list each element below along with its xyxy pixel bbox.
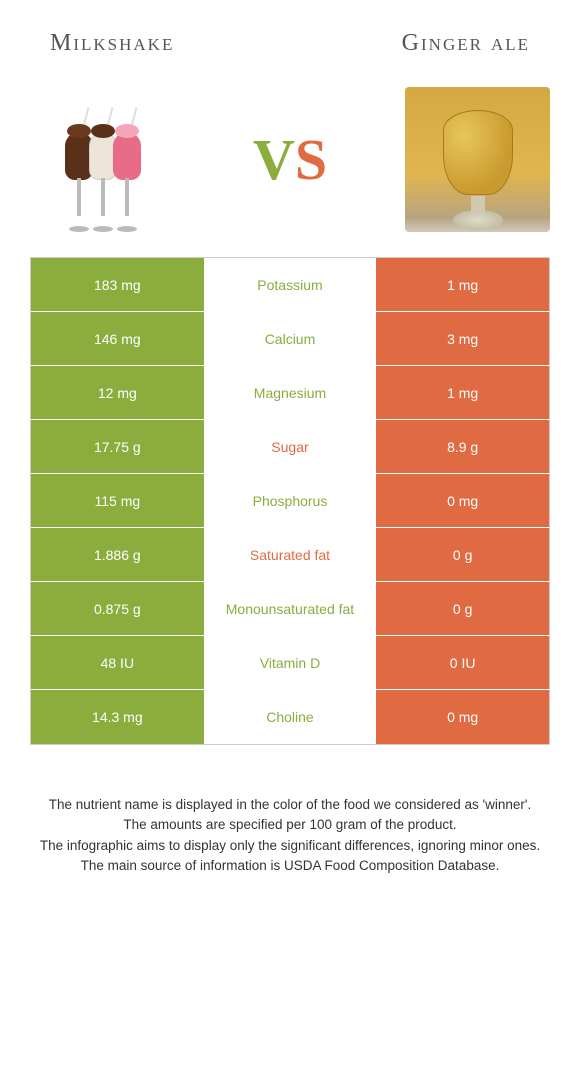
nutrient-label: Sugar [204,420,377,473]
left-food-title: Milkshake [50,30,174,57]
gingerale-image [405,87,550,232]
header: Milkshake Ginger ale [30,20,550,87]
footer-line: The main source of information is USDA F… [35,856,545,876]
left-value: 115 mg [31,474,204,527]
nutrient-label: Calcium [204,312,377,365]
nutrient-table: 183 mgPotassium1 mg146 mgCalcium3 mg12 m… [30,257,550,745]
right-value: 0 g [376,582,549,635]
left-value: 0.875 g [31,582,204,635]
right-value: 1 mg [376,258,549,311]
right-food-title: Ginger ale [402,30,530,57]
nutrient-label: Choline [204,690,377,744]
left-value: 48 IU [31,636,204,689]
left-value: 14.3 mg [31,690,204,744]
left-value: 146 mg [31,312,204,365]
right-value: 0 mg [376,474,549,527]
vs-s: S [295,127,327,192]
nutrient-label: Saturated fat [204,528,377,581]
table-row: 48 IUVitamin D0 IU [31,636,549,690]
right-value: 3 mg [376,312,549,365]
footer-line: The amounts are specified per 100 gram o… [35,815,545,835]
right-value: 0 IU [376,636,549,689]
nutrient-label: Magnesium [204,366,377,419]
milkshake-pink [113,132,141,180]
table-row: 115 mgPhosphorus0 mg [31,474,549,528]
nutrient-label: Potassium [204,258,377,311]
nutrient-label: Phosphorus [204,474,377,527]
right-value: 0 g [376,528,549,581]
right-value: 0 mg [376,690,549,744]
footer-notes: The nutrient name is displayed in the co… [30,795,550,876]
footer-line: The nutrient name is displayed in the co… [35,795,545,815]
nutrient-label: Monounsaturated fat [204,582,377,635]
table-row: 17.75 gSugar8.9 g [31,420,549,474]
table-row: 183 mgPotassium1 mg [31,258,549,312]
nutrient-label: Vitamin D [204,636,377,689]
table-row: 1.886 gSaturated fat0 g [31,528,549,582]
left-value: 17.75 g [31,420,204,473]
vs-label: VS [253,126,327,193]
right-value: 8.9 g [376,420,549,473]
table-row: 14.3 mgCholine0 mg [31,690,549,744]
vs-row: VS [30,87,550,232]
left-value: 12 mg [31,366,204,419]
left-value: 183 mg [31,258,204,311]
table-row: 12 mgMagnesium1 mg [31,366,549,420]
right-value: 1 mg [376,366,549,419]
table-row: 0.875 gMonounsaturated fat0 g [31,582,549,636]
milkshake-image [30,87,175,232]
left-value: 1.886 g [31,528,204,581]
footer-line: The infographic aims to display only the… [35,836,545,856]
table-row: 146 mgCalcium3 mg [31,312,549,366]
vs-v: V [253,127,295,192]
